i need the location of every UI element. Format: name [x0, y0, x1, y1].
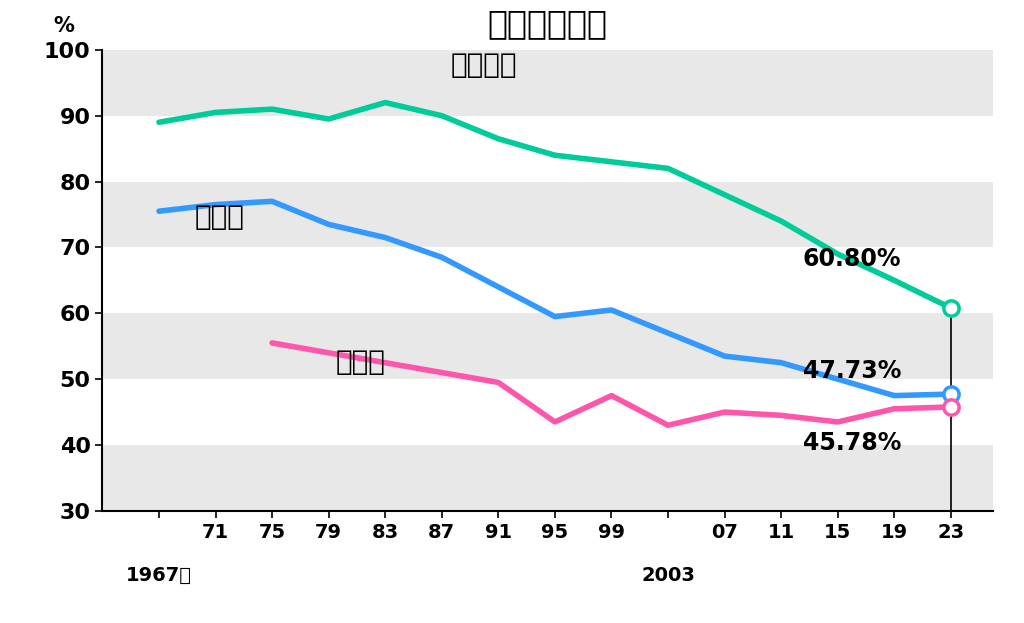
Text: 47.73%: 47.73%: [803, 359, 901, 383]
Bar: [102, 247, 993, 313]
Text: 45.78%: 45.78%: [803, 431, 901, 455]
Text: 1967年: 1967年: [126, 566, 191, 585]
Bar: [102, 116, 993, 181]
Bar: [102, 50, 993, 116]
Bar: [102, 181, 993, 247]
Text: %: %: [53, 16, 75, 36]
Bar: [102, 379, 993, 445]
Title: 投票率の推移: 投票率の推移: [487, 7, 608, 40]
Text: 町村長選: 町村長選: [451, 52, 517, 80]
Bar: [102, 445, 993, 511]
Text: 市長選: 市長選: [195, 203, 244, 231]
Bar: [102, 313, 993, 379]
Text: 区長選: 区長選: [336, 348, 386, 376]
Text: 60.80%: 60.80%: [803, 247, 901, 270]
Text: 2003: 2003: [641, 566, 695, 585]
